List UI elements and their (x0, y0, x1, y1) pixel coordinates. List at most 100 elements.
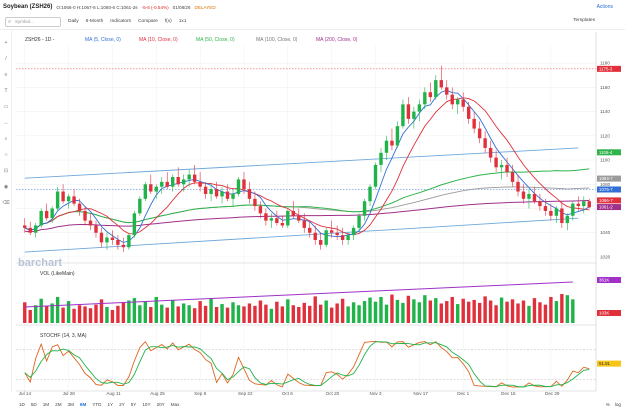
toolbar-item-fx[interactable]: f(x) (164, 19, 172, 24)
price-label-text: 1061-2 (599, 205, 613, 210)
price-label-box (597, 186, 621, 193)
symbol-search-input[interactable]: Symbol... (5, 16, 61, 27)
toolbar-item-indicators[interactable]: Indicators (110, 19, 132, 24)
timeframe-2m[interactable]: 2M (55, 401, 62, 407)
legend-ma100[interactable]: MA (100, Close, 0) (256, 37, 298, 43)
candle-body (423, 92, 427, 105)
candle-body (499, 164, 504, 168)
ma200-line (24, 200, 590, 233)
volume-bar (368, 297, 372, 323)
volume-bar (423, 295, 427, 323)
candle-body (483, 138, 487, 148)
price-label-text: 1066-7 (599, 198, 613, 203)
candle-body (340, 235, 345, 240)
volume-bar (34, 305, 38, 323)
ma10-line (24, 97, 590, 236)
timeframe-max[interactable]: Max (170, 401, 180, 407)
timeframe-20y[interactable]: 20Y (156, 401, 165, 407)
trash-icon[interactable]: ⌫ (2, 200, 10, 206)
magnet-icon[interactable]: ∩ (4, 152, 8, 158)
volume-bar (286, 299, 290, 323)
volume-bar (554, 301, 559, 323)
price-tick-label: 1020 (600, 254, 611, 259)
change-readout: -5-6 (-0.54%) (141, 4, 169, 10)
volume-bar (50, 303, 54, 323)
candle-body (88, 220, 93, 226)
eye-icon[interactable]: ◉ (3, 184, 9, 190)
date-tick-label: Jul 14 (19, 391, 32, 396)
fib-tool-icon[interactable]: ≡ (4, 72, 8, 78)
zoom-tool-icon[interactable]: ⌕ (4, 136, 8, 142)
volume-bar (466, 301, 471, 323)
candle-body (50, 208, 54, 219)
candle-body (225, 191, 230, 199)
candle-body (94, 225, 98, 233)
volume-bar (516, 303, 520, 323)
volume-bar (258, 300, 263, 323)
candle-body (247, 189, 252, 199)
volume-bar (379, 296, 383, 323)
legend-ma50[interactable]: MA (50, Close, 0) (196, 37, 235, 43)
lock-icon[interactable]: ⊡ (3, 168, 9, 174)
timeframe-10y[interactable]: 10Y (142, 401, 151, 407)
candle-body (302, 220, 306, 228)
volume-bar (269, 308, 274, 323)
volume-bar (538, 302, 542, 323)
candle-body (138, 198, 142, 214)
legend-ma5[interactable]: MA (5, Close, 0) (85, 37, 121, 43)
volume-bar (543, 304, 548, 323)
toolbar-item-6month[interactable]: 6-Month (85, 19, 104, 24)
toolbar-item-compare[interactable]: Compare (138, 19, 158, 24)
candle-body (412, 111, 416, 119)
volume-bar (335, 303, 339, 323)
toolbar-item-daily[interactable]: Daily (68, 19, 79, 24)
legend-ma200[interactable]: MA (200, Close, 0) (316, 37, 358, 43)
text-tool-icon[interactable]: T (4, 88, 8, 94)
stoch-slow-line (24, 341, 590, 388)
price-label-text: 1084-7 (599, 176, 613, 181)
candle-body (72, 196, 76, 204)
legend-volume[interactable]: VOL (LikeMain) (40, 271, 75, 277)
candle-body (329, 230, 334, 233)
chart-canvas[interactable]: 102010401060108011001120114011601180Jul … (0, 0, 625, 397)
volume-bar (181, 303, 186, 323)
timeframe-1m[interactable]: 1M (42, 401, 50, 407)
templates-button[interactable]: Templates (573, 18, 595, 23)
legend-ma10[interactable]: MA (10, Close, 0) (139, 37, 178, 43)
candle-body (258, 206, 263, 214)
timeframe-2y[interactable]: 2Y (119, 401, 125, 407)
shape-tool-icon[interactable]: ▭ (3, 104, 9, 110)
candle-body (66, 196, 71, 202)
timeframe-3m[interactable]: 3M (67, 401, 74, 407)
price-label-text: 1106-4 (599, 150, 613, 155)
log-toggle[interactable]: log (614, 401, 621, 407)
volume-bar (236, 305, 241, 323)
timeframe-5y[interactable]: 5Y (130, 401, 137, 407)
measure-tool-icon[interactable]: ↔ (3, 120, 9, 126)
price-label-text: 1075-7 (599, 187, 613, 192)
volume-bar (428, 300, 433, 323)
timeframe-5d[interactable]: 5D (30, 401, 37, 407)
timeframe-1y[interactable]: 1Y (107, 401, 114, 407)
timeframe-6m[interactable]: 6M (79, 401, 87, 407)
volume-bar (187, 305, 191, 323)
volume-bar (154, 296, 158, 323)
volume-ma-label: 361K (599, 278, 609, 283)
legend-stoch[interactable]: STOCHF (14, 3, MA) (40, 333, 87, 339)
volume-bar (72, 308, 76, 323)
line-tool-icon[interactable]: / (5, 56, 7, 62)
candle-body (275, 218, 279, 224)
volume-bar (44, 306, 49, 323)
volume-bar (291, 305, 295, 323)
date-tick-label: Oct 6 (282, 391, 293, 396)
volume-bar (445, 301, 449, 323)
date-tick-label: Nov 3 (370, 391, 382, 396)
actions-button[interactable]: Actions (596, 4, 613, 10)
crosshair-icon[interactable]: + (4, 40, 8, 46)
volume-bar (499, 297, 504, 323)
toolbar-item-aspect[interactable]: 1x1 (178, 19, 187, 24)
price-tick-label: 1180 (600, 61, 610, 66)
timeframe-1d[interactable]: 1D (19, 401, 25, 407)
percent-toggle[interactable]: % (605, 401, 610, 407)
timeframe-ytd[interactable]: YTD (92, 401, 102, 407)
